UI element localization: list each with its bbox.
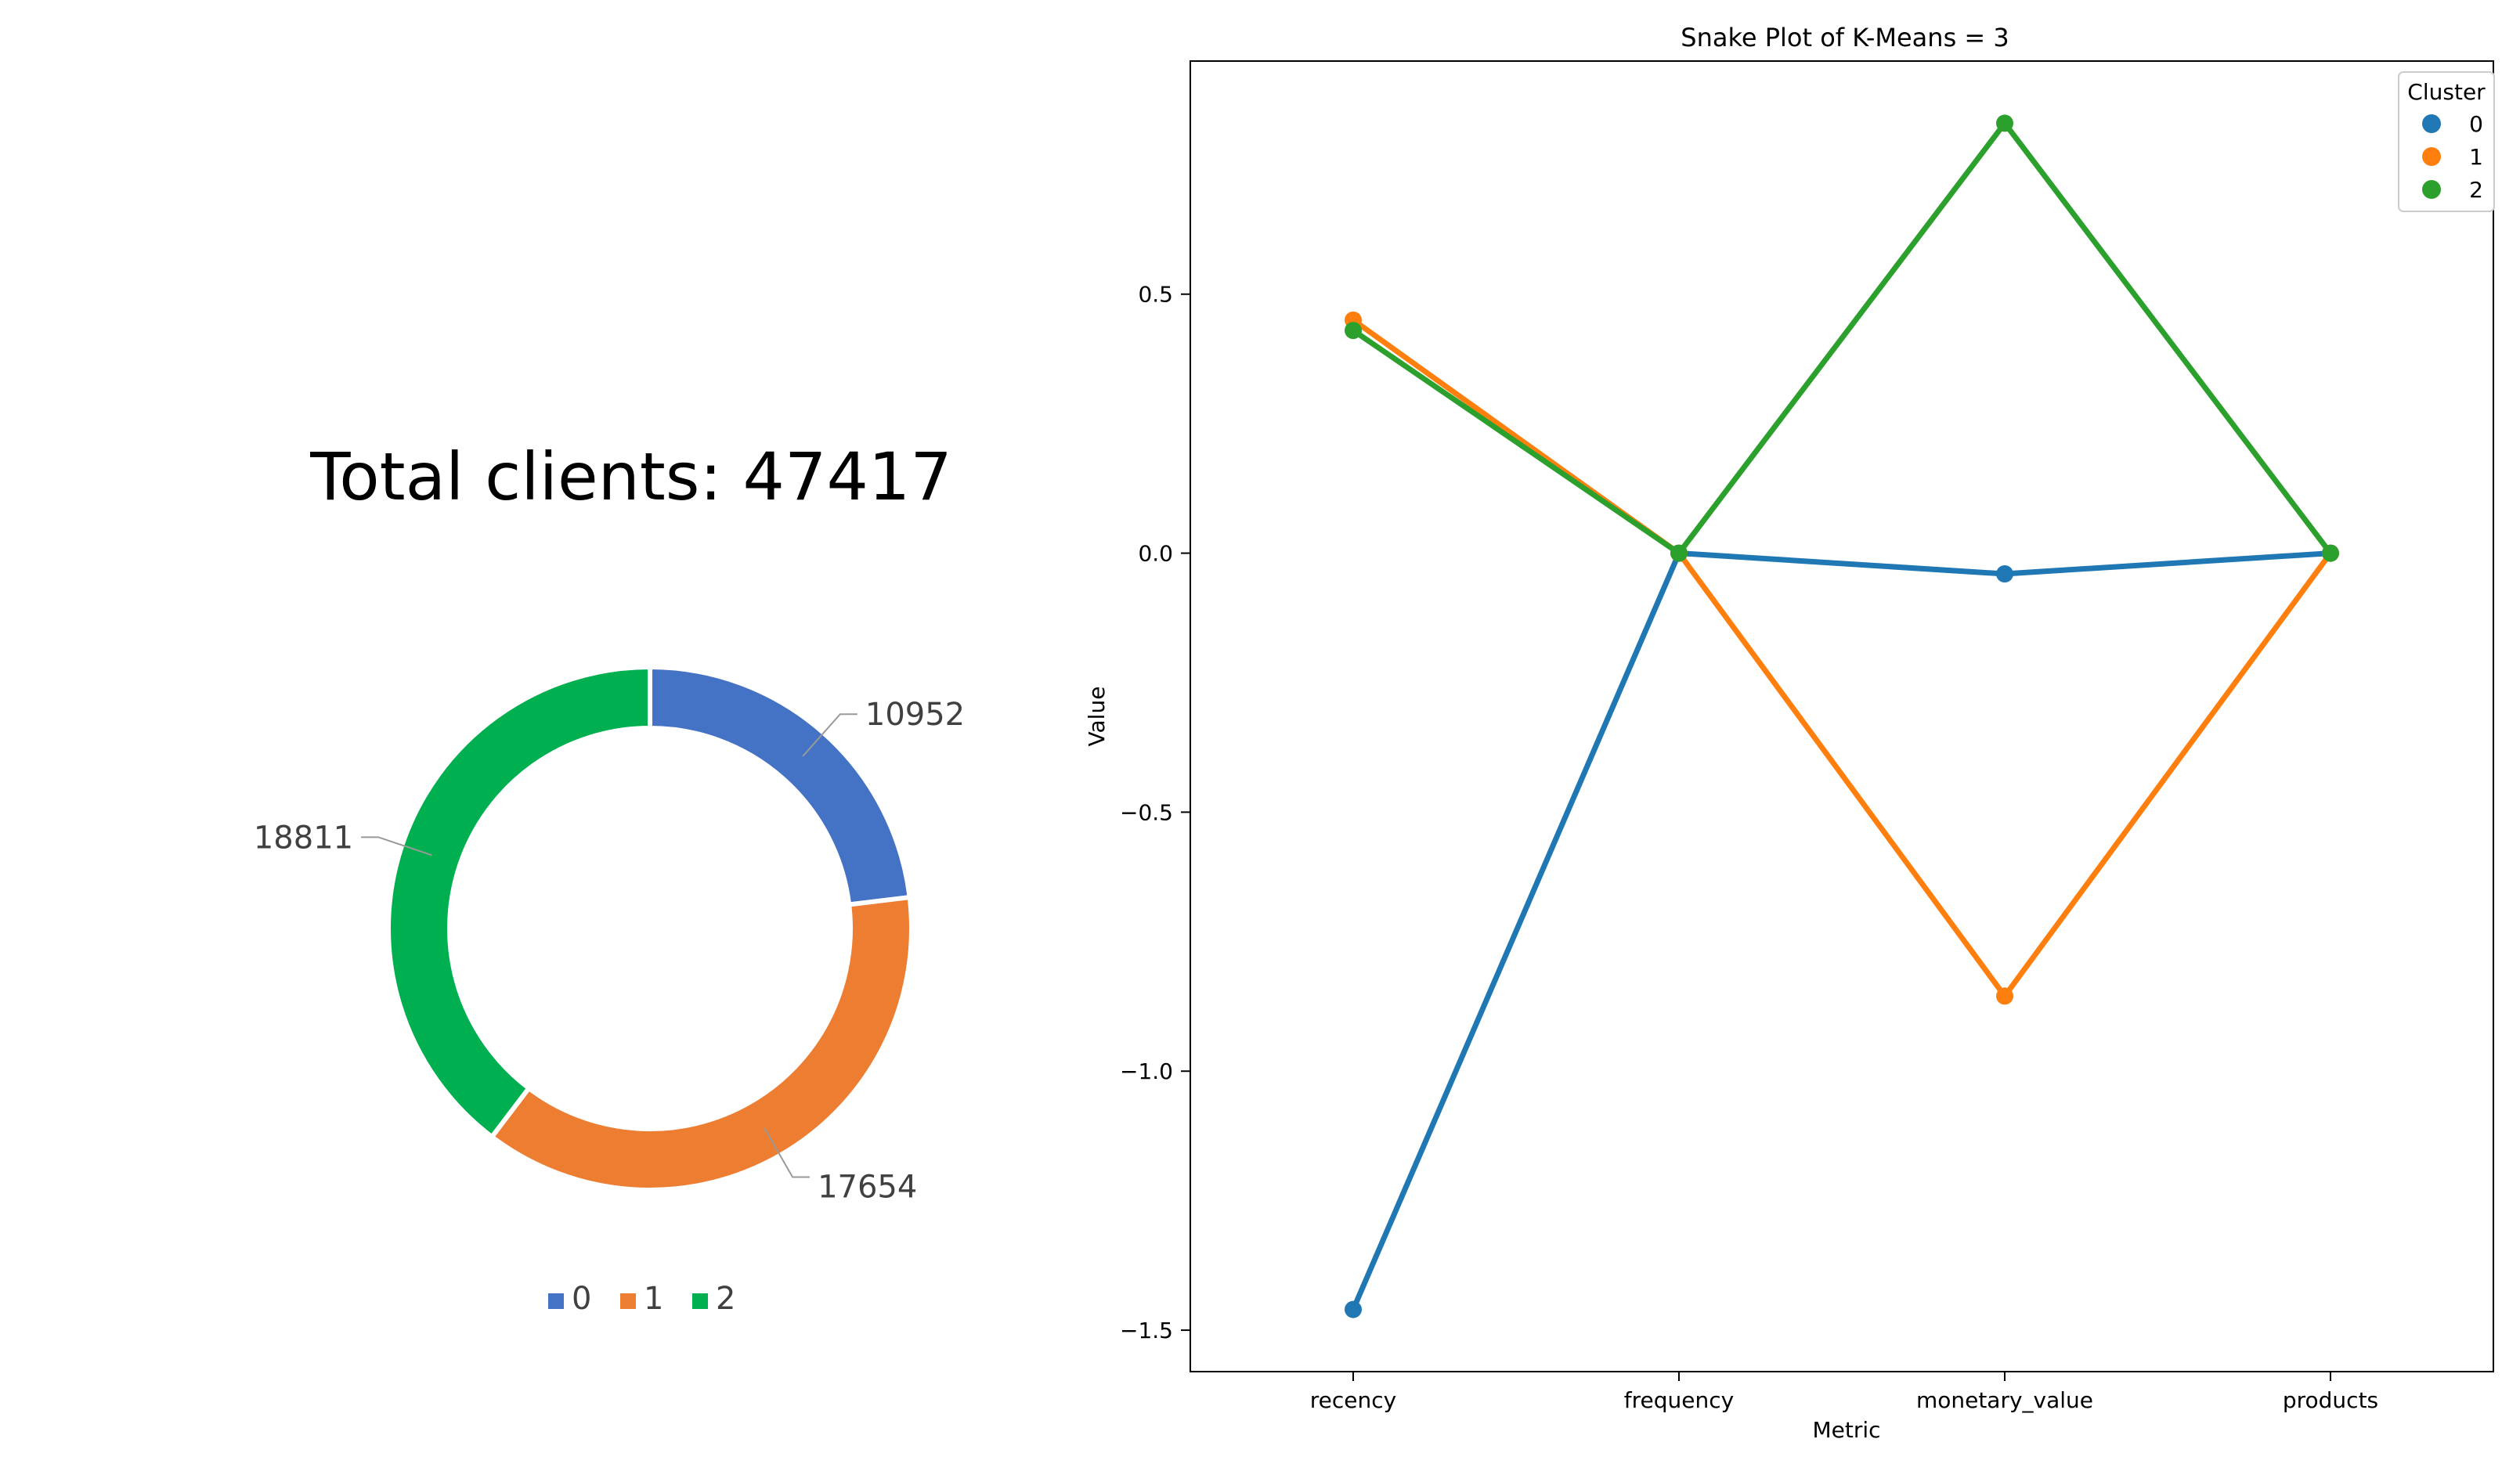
series-point-cluster-2 bbox=[1996, 114, 2013, 132]
series-point-cluster-2 bbox=[1345, 322, 1362, 340]
series-point-cluster-1 bbox=[1996, 987, 2013, 1005]
donut-labels: 10952 17654 18811 bbox=[254, 697, 965, 1205]
snake-plot-title: Snake Plot of K-Means = 3 bbox=[1681, 23, 2009, 52]
donut-legend-swatch-2 bbox=[692, 1293, 708, 1309]
donut-legend-label-2: 2 bbox=[716, 1281, 735, 1317]
x-tick-label-frequency: frequency bbox=[1624, 1387, 1734, 1413]
x-tick-label-products: products bbox=[2283, 1387, 2378, 1413]
donut-slices bbox=[386, 664, 914, 1192]
donut-legend: 0 1 2 bbox=[548, 1281, 735, 1317]
x-tick-label-recency: recency bbox=[1310, 1387, 1396, 1413]
y-tick-label: −1.0 bbox=[1120, 1058, 1173, 1084]
legend-marker-cluster-0 bbox=[2422, 114, 2441, 133]
legend-label-cluster-0: 0 bbox=[2469, 111, 2483, 137]
donut-value-label-1: 17654 bbox=[818, 1169, 917, 1205]
y-tick-label: −1.5 bbox=[1120, 1318, 1173, 1343]
y-tick-label: 0.5 bbox=[1138, 282, 1173, 308]
legend-box bbox=[2398, 71, 2495, 212]
legend-title: Cluster bbox=[2407, 79, 2486, 105]
y-tick-label: −0.5 bbox=[1120, 799, 1173, 825]
y-axis: 0.5 0.0 −0.5 −1.0 −1.5 bbox=[1120, 282, 1190, 1343]
donut-legend-swatch-1 bbox=[620, 1293, 636, 1309]
donut-leader-line-0 bbox=[802, 713, 857, 757]
x-axis-label: Metric bbox=[1812, 1417, 1880, 1443]
series-line-cluster-0 bbox=[1350, 550, 2331, 1311]
donut-legend-label-1: 1 bbox=[644, 1281, 663, 1317]
series-lines bbox=[1345, 114, 2339, 1318]
legend-marker-cluster-2 bbox=[2422, 180, 2441, 199]
donut-slice-2 bbox=[386, 664, 652, 1141]
x-axis: recency frequency monetary_value products bbox=[1310, 1372, 2378, 1413]
donut-legend-swatch-0 bbox=[548, 1293, 564, 1309]
donut-value-label-0: 10952 bbox=[865, 697, 965, 733]
legend-marker-cluster-1 bbox=[2422, 147, 2441, 166]
series-point-cluster-2 bbox=[2322, 544, 2339, 562]
plot-area bbox=[1190, 60, 2494, 1372]
series-point-cluster-0 bbox=[1345, 1300, 1362, 1318]
legend-label-cluster-1: 1 bbox=[2469, 144, 2483, 170]
donut-leader-line-1 bbox=[764, 1127, 811, 1178]
y-axis-label: Value bbox=[1084, 687, 1110, 747]
series-line-cluster-1 bbox=[1351, 317, 2333, 999]
series-point-cluster-0 bbox=[1996, 565, 2013, 583]
series-line-cluster-2 bbox=[1352, 120, 2333, 557]
donut-slice-1 bbox=[488, 894, 914, 1192]
donut-value-label-2: 18811 bbox=[254, 820, 353, 856]
y-tick-label: 0.0 bbox=[1138, 541, 1173, 567]
donut-chart: Total clients: 47417 10952 17654 18811 0 1 2 bbox=[254, 438, 965, 1317]
donut-leader-line-2 bbox=[361, 836, 432, 856]
legend-entries: 0 1 2 bbox=[2422, 111, 2483, 203]
donut-title: Total clients: 47417 bbox=[309, 438, 952, 515]
cluster-legend: Cluster 0 1 2 bbox=[2398, 71, 2495, 212]
legend-label-cluster-2: 2 bbox=[2469, 177, 2483, 203]
x-tick-label-monetary_value: monetary_value bbox=[1916, 1387, 2093, 1413]
series-point-cluster-2 bbox=[1670, 544, 1688, 562]
snake-plot: Snake Plot of K-Means = 3 0.5 0.0 −0.5 −1.0… bbox=[1084, 23, 2495, 1443]
donut-legend-label-0: 0 bbox=[572, 1281, 591, 1317]
